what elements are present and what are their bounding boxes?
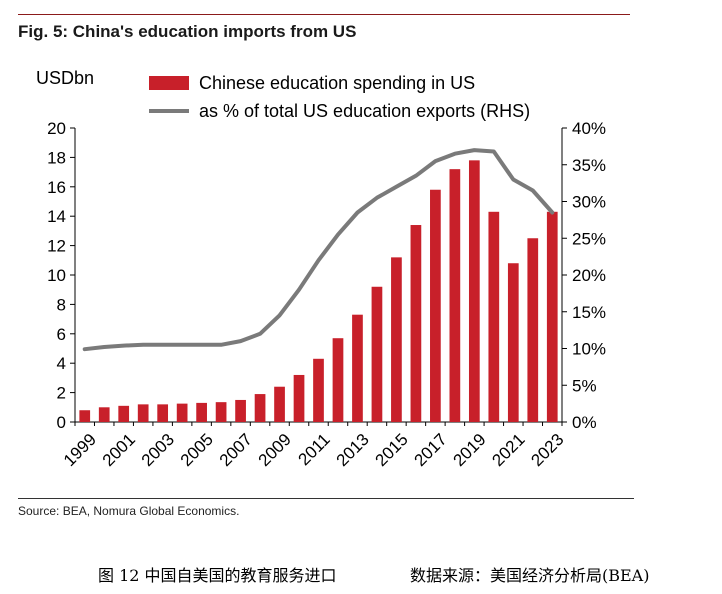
y-tick-label-right: 10%	[572, 340, 606, 359]
bar-2023	[546, 211, 558, 422]
share-line	[82, 148, 555, 352]
x-tick-label: 1999	[60, 430, 100, 470]
x-tick-label: 2007	[216, 430, 256, 470]
bar-2011	[313, 358, 324, 422]
bar-2012	[332, 338, 344, 422]
chart-title: Fig. 5: China's education imports from U…	[18, 22, 357, 41]
x-tick-label: 2011	[295, 430, 334, 469]
bar-2015	[391, 257, 402, 422]
y-tick-label-right: 30%	[572, 193, 606, 212]
bar-2000	[98, 407, 110, 422]
bar-2008	[254, 394, 266, 422]
legend-line-label: as % of total US education exports (RHS)	[199, 101, 530, 121]
bar-2019	[468, 160, 480, 422]
bar-2009	[274, 386, 285, 422]
bar-2001	[118, 405, 130, 422]
y-tick-label-left: 10	[47, 266, 66, 285]
bar-2020	[488, 211, 500, 422]
legend-bar-swatch	[149, 76, 189, 90]
figure-caption: 图 12 中国自美国的教育服务进口	[98, 566, 337, 585]
data-source-caption: 数据来源：美国经济分析局(BEA)	[410, 566, 650, 585]
x-tick-label: 2019	[449, 430, 489, 470]
bar-2010	[293, 374, 305, 422]
y-tick-label-left: 12	[47, 237, 66, 256]
x-tick-label: 2023	[527, 430, 567, 470]
x-tick-label: 2003	[138, 430, 178, 470]
y-tick-label-right: 20%	[572, 266, 606, 285]
y-tick-label-right: 5%	[572, 376, 597, 395]
bar-2016	[410, 225, 422, 422]
x-tick-label: 2005	[177, 430, 217, 470]
x-tick-label: 2013	[333, 430, 373, 470]
bar-2018	[449, 169, 461, 422]
bar-2022	[527, 238, 539, 422]
bar-2014	[371, 286, 383, 422]
bar-2007	[235, 399, 246, 422]
chart-canvas: Chinese education spending in US as % of …	[36, 68, 606, 470]
y-tick-label-left: 8	[57, 295, 66, 314]
y-tick-label-left: 0	[57, 413, 66, 432]
x-tick-label: 2009	[255, 430, 295, 470]
y-tick-label-left: 16	[47, 178, 66, 197]
x-tick-label: 2021	[488, 430, 528, 470]
x-tick-label: 2015	[372, 430, 412, 470]
y-tick-label-right: 35%	[572, 156, 606, 175]
bar-2003	[157, 404, 169, 422]
y-tick-label-left: 20	[47, 119, 66, 138]
source-note: Source: BEA, Nomura Global Economics.	[18, 504, 240, 518]
y-tick-label-left: 2	[57, 384, 66, 403]
tick-labels: 0 2 4 6 8 10 12 14 16 18 20 0% 5% 10% 15% 20% 25% 30% 35% 4…	[47, 119, 606, 470]
y-tick-label-left: 14	[47, 207, 66, 226]
bar-series	[79, 160, 558, 422]
bar-2013	[352, 314, 363, 422]
y-tick-label-right: 40%	[572, 119, 606, 138]
source-rule	[18, 498, 634, 499]
legend-bar-label: Chinese education spending in US	[199, 73, 475, 93]
bar-2002	[137, 404, 149, 422]
y-tick-label-left: 4	[57, 354, 66, 373]
bar-2004	[176, 403, 188, 422]
bar-1999	[79, 410, 91, 422]
bar-2005	[196, 402, 207, 422]
bar-2021	[507, 263, 519, 422]
y-axis-label: USDbn	[36, 68, 94, 88]
bar-2017	[430, 189, 441, 422]
x-tick-label: 2017	[411, 430, 451, 470]
title-rule	[18, 14, 630, 15]
y-tick-label-left: 18	[47, 148, 66, 167]
chart-legend: Chinese education spending in US as % of …	[149, 73, 530, 121]
y-tick-label-right: 0%	[572, 413, 597, 432]
line-series	[82, 148, 555, 352]
x-tick-label: 2001	[99, 430, 139, 470]
y-tick-label-left: 6	[57, 325, 66, 344]
y-tick-label-right: 15%	[572, 303, 606, 322]
bar-2006	[215, 402, 227, 422]
y-tick-label-right: 25%	[572, 229, 606, 248]
